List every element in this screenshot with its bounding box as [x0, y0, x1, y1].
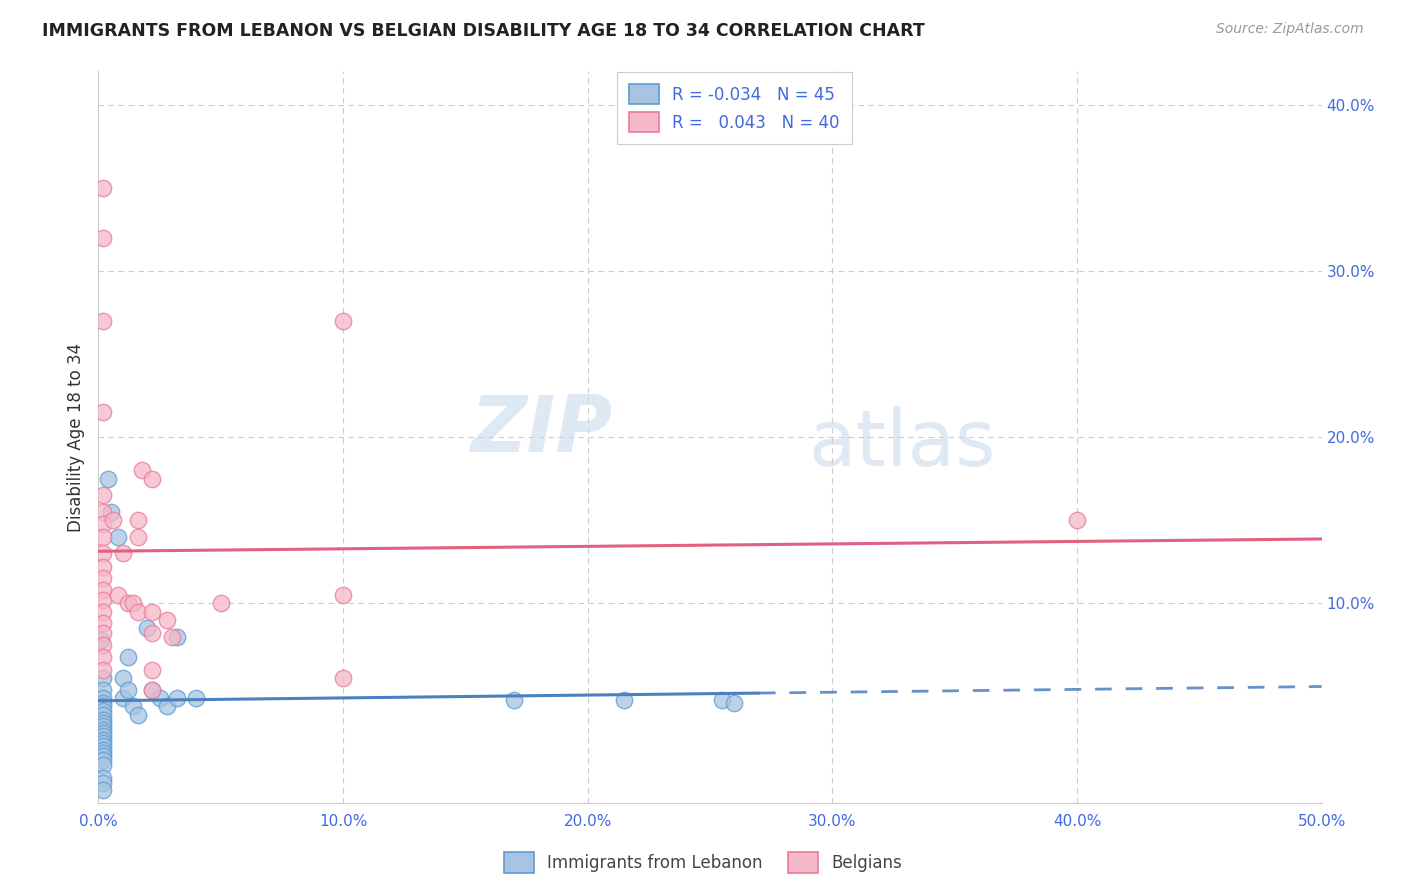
Point: [613, 692, 636, 706]
Point: [111, 691, 134, 706]
Point: [160, 630, 183, 644]
Point: [91, 776, 114, 790]
Point: [156, 699, 179, 714]
Point: [91, 505, 114, 519]
Point: [91, 719, 114, 733]
Point: [91, 696, 114, 710]
Point: [107, 530, 129, 544]
Point: [91, 749, 114, 764]
Point: [127, 707, 149, 722]
Point: [141, 682, 163, 697]
Point: [90, 632, 112, 647]
Point: [91, 691, 114, 706]
Point: [91, 649, 114, 664]
Point: [723, 696, 745, 710]
Point: [117, 649, 139, 664]
Point: [91, 626, 114, 640]
Point: [91, 488, 114, 502]
Point: [141, 472, 163, 486]
Point: [141, 626, 163, 640]
Point: [332, 588, 354, 602]
Point: [91, 530, 114, 544]
Point: [111, 671, 134, 685]
Point: [91, 671, 114, 685]
Point: [91, 314, 114, 328]
Point: [91, 723, 114, 737]
Point: [107, 588, 129, 602]
Point: [1066, 513, 1088, 527]
Point: [91, 682, 114, 697]
Point: [166, 691, 188, 706]
Point: [156, 613, 179, 627]
Point: [91, 739, 114, 754]
Point: [91, 771, 114, 785]
Point: [91, 705, 114, 719]
Point: [91, 663, 114, 677]
Point: [117, 596, 139, 610]
Point: [141, 663, 163, 677]
Point: [91, 405, 114, 419]
Point: [332, 671, 354, 685]
Point: [91, 736, 114, 750]
Text: Source: ZipAtlas.com: Source: ZipAtlas.com: [1216, 22, 1364, 37]
Point: [91, 746, 114, 760]
Point: [91, 582, 114, 597]
Point: [136, 621, 159, 635]
Point: [121, 596, 143, 610]
Legend: R = -0.034   N = 45, R =   0.043   N = 40: R = -0.034 N = 45, R = 0.043 N = 40: [617, 72, 852, 144]
Point: [91, 742, 114, 756]
Point: [91, 707, 114, 722]
Text: atlas: atlas: [808, 407, 995, 483]
Point: [503, 692, 526, 706]
Point: [91, 546, 114, 560]
Point: [91, 605, 114, 619]
Point: [91, 516, 114, 531]
Point: [91, 559, 114, 574]
Legend: Immigrants from Lebanon, Belgians: Immigrants from Lebanon, Belgians: [498, 846, 908, 880]
Point: [91, 616, 114, 631]
Point: [141, 682, 163, 697]
Point: [127, 605, 149, 619]
Point: [127, 513, 149, 527]
Point: [91, 729, 114, 743]
Point: [91, 180, 114, 194]
Point: [127, 530, 149, 544]
Text: IMMIGRANTS FROM LEBANON VS BELGIAN DISABILITY AGE 18 TO 34 CORRELATION CHART: IMMIGRANTS FROM LEBANON VS BELGIAN DISAB…: [42, 22, 925, 40]
Point: [186, 691, 208, 706]
Point: [91, 230, 114, 244]
Point: [117, 682, 139, 697]
Point: [91, 732, 114, 747]
Point: [91, 716, 114, 731]
Point: [101, 513, 124, 527]
Point: [91, 593, 114, 607]
Point: [100, 505, 122, 519]
Point: [91, 782, 114, 797]
Point: [209, 596, 232, 610]
Point: [91, 713, 114, 727]
Point: [166, 630, 188, 644]
Point: [131, 463, 153, 477]
Point: [91, 699, 114, 714]
Point: [91, 638, 114, 652]
Point: [141, 605, 163, 619]
Text: ZIP: ZIP: [470, 392, 612, 467]
Point: [332, 314, 354, 328]
Point: [149, 691, 172, 706]
Point: [91, 757, 114, 772]
Y-axis label: Disability Age 18 to 34: Disability Age 18 to 34: [66, 343, 84, 532]
Point: [111, 546, 134, 560]
Point: [711, 692, 734, 706]
Point: [121, 699, 143, 714]
Point: [97, 472, 120, 486]
Point: [91, 753, 114, 767]
Point: [91, 571, 114, 585]
Point: [91, 726, 114, 740]
